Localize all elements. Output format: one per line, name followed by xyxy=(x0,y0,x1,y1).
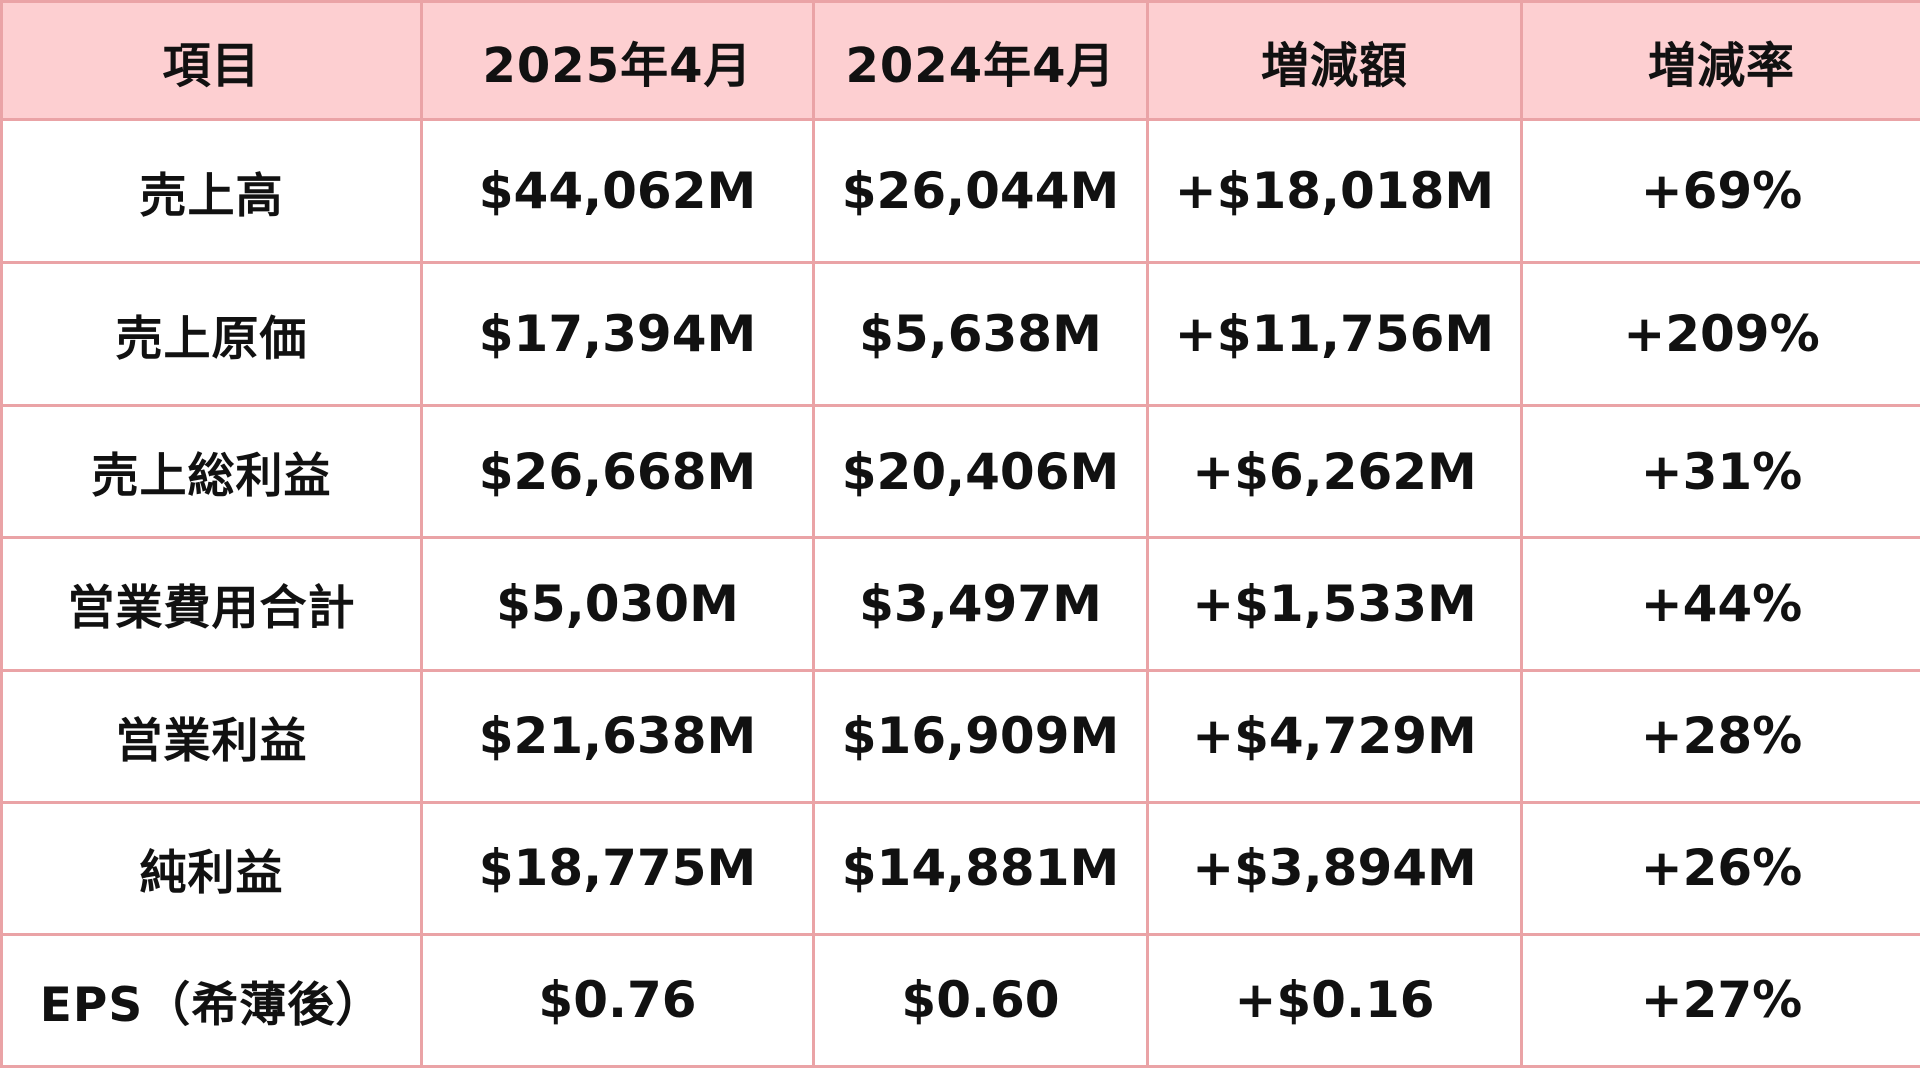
header-change-rate: 増減率 xyxy=(1520,0,1920,121)
table-row: 売上高 $44,062M $26,044M +$18,018M +69% xyxy=(0,117,1920,265)
value-2024: $3,497M xyxy=(812,536,1149,672)
value-2024: $14,881M xyxy=(812,800,1149,936)
change-amount: +$3,894M xyxy=(1146,800,1523,936)
table-row: 営業利益 $21,638M $16,909M +$4,729M +28% xyxy=(0,668,1920,804)
row-label: 純利益 xyxy=(0,800,423,936)
value-2025: $18,775M xyxy=(420,800,815,936)
table-row: 純利益 $18,775M $14,881M +$3,894M +26% xyxy=(0,800,1920,936)
header-2025-apr: 2025年4月 xyxy=(420,0,815,121)
change-rate: +69% xyxy=(1520,117,1920,265)
table-row: 売上総利益 $26,668M $20,406M +$6,262M +31% xyxy=(0,404,1920,540)
row-label: 営業費用合計 xyxy=(0,536,423,672)
value-2025: $26,668M xyxy=(420,404,815,540)
value-2024: $20,406M xyxy=(812,404,1149,540)
header-item: 項目 xyxy=(0,0,423,121)
value-2025: $5,030M xyxy=(420,536,815,672)
change-rate: +44% xyxy=(1520,536,1920,672)
header-row: 項目 2025年4月 2024年4月 増減額 増減率 xyxy=(0,0,1920,121)
change-rate: +209% xyxy=(1520,261,1920,408)
row-label: EPS（希薄後） xyxy=(0,932,423,1069)
table-row: 売上原価 $17,394M $5,638M +$11,756M +209% xyxy=(0,261,1920,408)
table-header: 項目 2025年4月 2024年4月 増減額 増減率 xyxy=(0,0,1920,121)
row-label: 売上総利益 xyxy=(0,404,423,540)
table-body: 売上高 $44,062M $26,044M +$18,018M +69% 売上原… xyxy=(0,117,1920,1069)
change-amount: +$18,018M xyxy=(1146,117,1523,265)
row-label: 売上原価 xyxy=(0,261,423,408)
header-change-amount: 増減額 xyxy=(1146,0,1523,121)
row-label: 営業利益 xyxy=(0,668,423,804)
value-2025: $17,394M xyxy=(420,261,815,408)
change-amount: +$1,533M xyxy=(1146,536,1523,672)
change-rate: +31% xyxy=(1520,404,1920,540)
header-2024-apr: 2024年4月 xyxy=(812,0,1149,121)
change-amount: +$4,729M xyxy=(1146,668,1523,804)
change-amount: +$11,756M xyxy=(1146,261,1523,408)
table-row: 営業費用合計 $5,030M $3,497M +$1,533M +44% xyxy=(0,536,1920,672)
value-2025: $44,062M xyxy=(420,117,815,265)
change-rate: +26% xyxy=(1520,800,1920,936)
value-2025: $21,638M xyxy=(420,668,815,804)
change-amount: +$6,262M xyxy=(1146,404,1523,540)
value-2024: $26,044M xyxy=(812,117,1149,265)
change-amount: +$0.16 xyxy=(1146,932,1523,1069)
table-row: EPS（希薄後） $0.76 $0.60 +$0.16 +27% xyxy=(0,932,1920,1069)
value-2025: $0.76 xyxy=(420,932,815,1069)
value-2024: $5,638M xyxy=(812,261,1149,408)
value-2024: $16,909M xyxy=(812,668,1149,804)
change-rate: +28% xyxy=(1520,668,1920,804)
value-2024: $0.60 xyxy=(812,932,1149,1069)
change-rate: +27% xyxy=(1520,932,1920,1069)
row-label: 売上高 xyxy=(0,117,423,265)
